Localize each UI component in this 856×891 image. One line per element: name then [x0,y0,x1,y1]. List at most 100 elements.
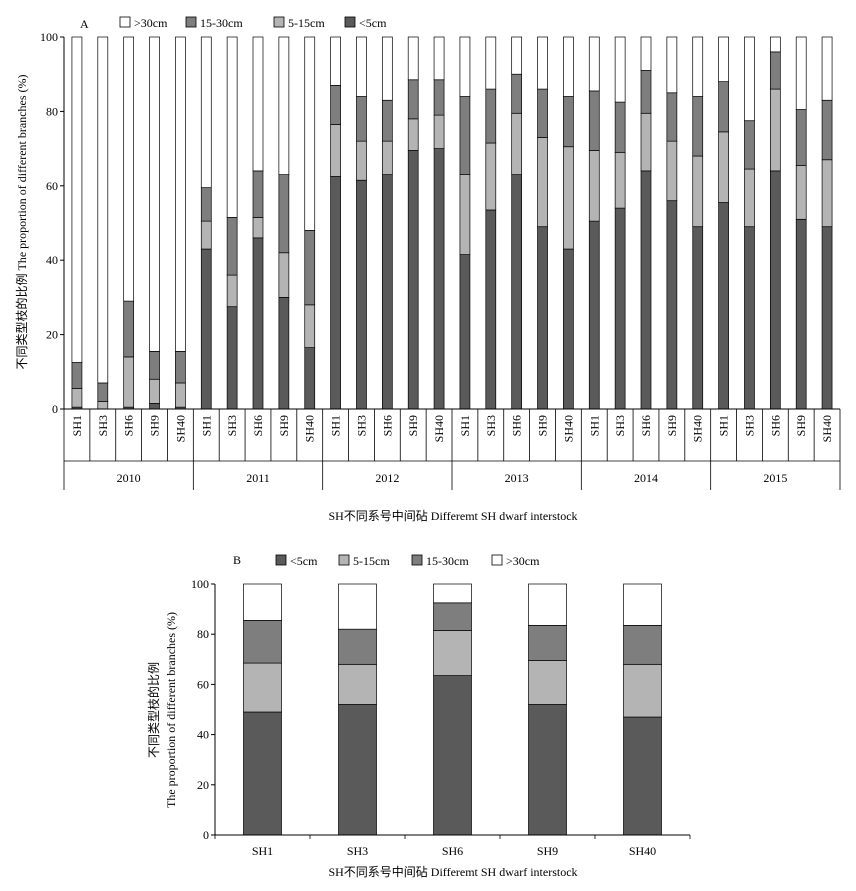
legend-swatch-lt-5cm [275,554,287,566]
x-tick-label-sh6: SH6 [442,844,463,858]
bar-segment-gt-30cm-2013-sh1 [459,36,471,97]
bar-segment-15-30cm-sh9 [528,625,567,661]
bar-segment-gt-30cm-2011-sh1 [200,36,212,189]
bar-segment-gt-30cm-2015-sh3 [744,36,755,122]
panel-b-label: B [233,553,241,567]
legend-swatch-lt-5cm [344,16,356,28]
bar-segment-lt-5cm-2014-sh40 [692,226,704,410]
x-tick-label-2011-sh3: SH3 [225,415,239,436]
panel-b: B <5cm 5-15cm 15-30cm >30cm 不同类型枝的比例 The pr… [146,553,691,879]
y-tick-label: 80 [46,104,58,118]
bar-segment-15-30cm-2015-sh40 [821,99,833,161]
x-tick-label-2014-sh40: SH40 [691,415,705,442]
bar-segment-lt-5cm-2013-sh6 [511,174,523,410]
year-label-2012: 2012 [375,471,399,485]
year-label-2015: 2015 [763,471,787,485]
bar-segment-lt-5cm-2015-sh1 [718,202,729,410]
y-tick-label: 100 [40,30,58,44]
x-tick-label-2012-sh9: SH9 [406,415,420,436]
legend-label-gt-30cm: >30cm [134,16,168,30]
x-tick-label-2014-sh6: SH6 [639,415,653,436]
bar-segment-15-30cm-2014-sh3 [614,101,626,153]
bar-segment-5-15cm-2013-sh40 [563,146,574,250]
panel-b-y-axis-label-line2: The proportion of different branches (%) [164,612,178,808]
x-tick-label-2010-sh40: SH40 [173,415,187,442]
y-tick-label: 40 [197,728,209,742]
bar-segment-15-30cm-2011-sh1 [200,187,212,222]
bar-segment-gt-30cm-2012-sh1 [330,36,341,86]
bar-segment-15-30cm-2015-sh6 [769,51,781,90]
bar-segment-gt-30cm-2011-sh6 [252,36,264,172]
bar-segment-5-15cm-2010-sh6 [123,356,135,408]
bar-segment-5-15cm-2012-sh6 [381,140,393,175]
year-label-2011: 2011 [246,471,270,485]
y-tick-label: 100 [191,577,209,591]
panel-b-legend: <5cm 5-15cm 15-30cm >30cm [275,554,540,568]
x-tick-label-2010-sh1: SH1 [70,415,84,436]
bar-segment-5-15cm-2011-sh6 [252,217,264,239]
bar-segment-5-15cm-sh40 [623,663,662,718]
bar-segment-gt-30cm-2013-sh6 [511,36,523,75]
bar-segment-5-15cm-2011-sh40 [304,304,316,348]
x-tick-label-2011-sh9: SH9 [277,415,291,436]
legend-label-lt-5cm: <5cm [359,16,387,30]
panel-a-category-labels: SH1 SH3 SH6 SH9 SH40 SH1 SH3 SH6 SH9 SH40 SH1 SH3 SH… [70,415,834,442]
bar-segment-5-15cm-2014-sh3 [614,151,626,209]
bar-segment-lt-5cm-2011-sh1 [200,248,212,410]
y-tick-label: 20 [46,328,58,342]
panel-a-axes [63,37,841,490]
panel-b-bars [243,583,662,836]
panel-a-y-axis-label: 不同类型枝的比例 The proportion of different bra… [14,74,29,369]
bar-segment-15-30cm-2011-sh9 [278,174,290,254]
legend-swatch-5-15cm [338,554,350,566]
legend-swatch-gt-30cm [491,554,503,566]
bar-segment-gt-30cm-2014-sh3 [614,36,626,103]
bar-segment-lt-5cm-sh1 [243,711,282,836]
bar-segment-15-30cm-2010-sh40 [175,350,186,384]
bar-segment-15-30cm-2012-sh3 [356,96,367,142]
bar-segment-15-30cm-2015-sh9 [795,109,807,166]
bar-segment-15-30cm-2010-sh3 [97,382,109,402]
y-tick-label: 40 [46,253,58,267]
bar-segment-gt-30cm-2014-sh40 [692,36,704,97]
legend-swatch-15-30cm [185,16,197,28]
bar-segment-5-15cm-2010-sh3 [97,401,109,410]
bar-segment-lt-5cm-2013-sh1 [459,254,471,410]
bar-segment-15-30cm-2013-sh1 [459,96,471,175]
x-tick-label-2013-sh1: SH1 [458,415,472,436]
bar-segment-5-15cm-2015-sh1 [718,131,729,203]
bar-segment-gt-30cm-2013-sh9 [537,36,548,90]
bar-segment-lt-5cm-2011-sh6 [252,237,264,410]
bar-segment-lt-5cm-2011-sh9 [278,297,290,410]
bar-segment-gt-30cm-2014-sh1 [588,36,600,92]
bar-segment-15-30cm-2014-sh9 [666,92,678,142]
bar-segment-lt-5cm-2014-sh3 [614,207,626,410]
y-tick-label: 60 [46,179,58,193]
bar-segment-15-30cm-2011-sh3 [226,217,238,276]
bar-segment-5-15cm-2014-sh6 [640,112,652,172]
panel-a-label: A [80,17,89,31]
panel-a-legend: >30cm 15-30cm 5-15cm <5cm [119,16,387,30]
panel-a-year-labels: 2010 2011 2012 2013 2014 2015 [117,471,788,485]
bar-segment-15-30cm-2013-sh6 [511,73,523,114]
bar-segment-5-15cm-2010-sh1 [71,388,83,408]
panel-b-x-axis-label: SH不同系号中间砧 Differemt SH dwarf interstock [328,864,577,879]
bar-segment-gt-30cm-sh1 [243,583,282,621]
panel-a-y-ticks: 0 20 40 60 80 100 [40,30,64,416]
bar-segment-gt-30cm-2011-sh40 [304,36,316,231]
year-label-2010: 2010 [117,471,141,485]
bar-segment-lt-5cm-2014-sh6 [640,170,652,410]
bar-segment-5-15cm-sh3 [338,663,377,705]
bar-segment-15-30cm-sh3 [338,628,377,665]
bar-segment-gt-30cm-2010-sh9 [149,36,160,352]
year-label-2013: 2013 [505,471,529,485]
bar-segment-5-15cm-2014-sh9 [666,140,678,202]
bar-segment-5-15cm-2014-sh40 [692,155,704,228]
y-tick-label: 60 [197,677,209,691]
x-tick-label-2015-sh40: SH40 [820,415,834,442]
bar-segment-gt-30cm-2015-sh1 [718,36,729,82]
bar-segment-gt-30cm-2015-sh9 [795,36,807,110]
bar-segment-gt-30cm-sh9 [528,583,567,626]
bar-segment-15-30cm-2015-sh1 [718,81,729,133]
